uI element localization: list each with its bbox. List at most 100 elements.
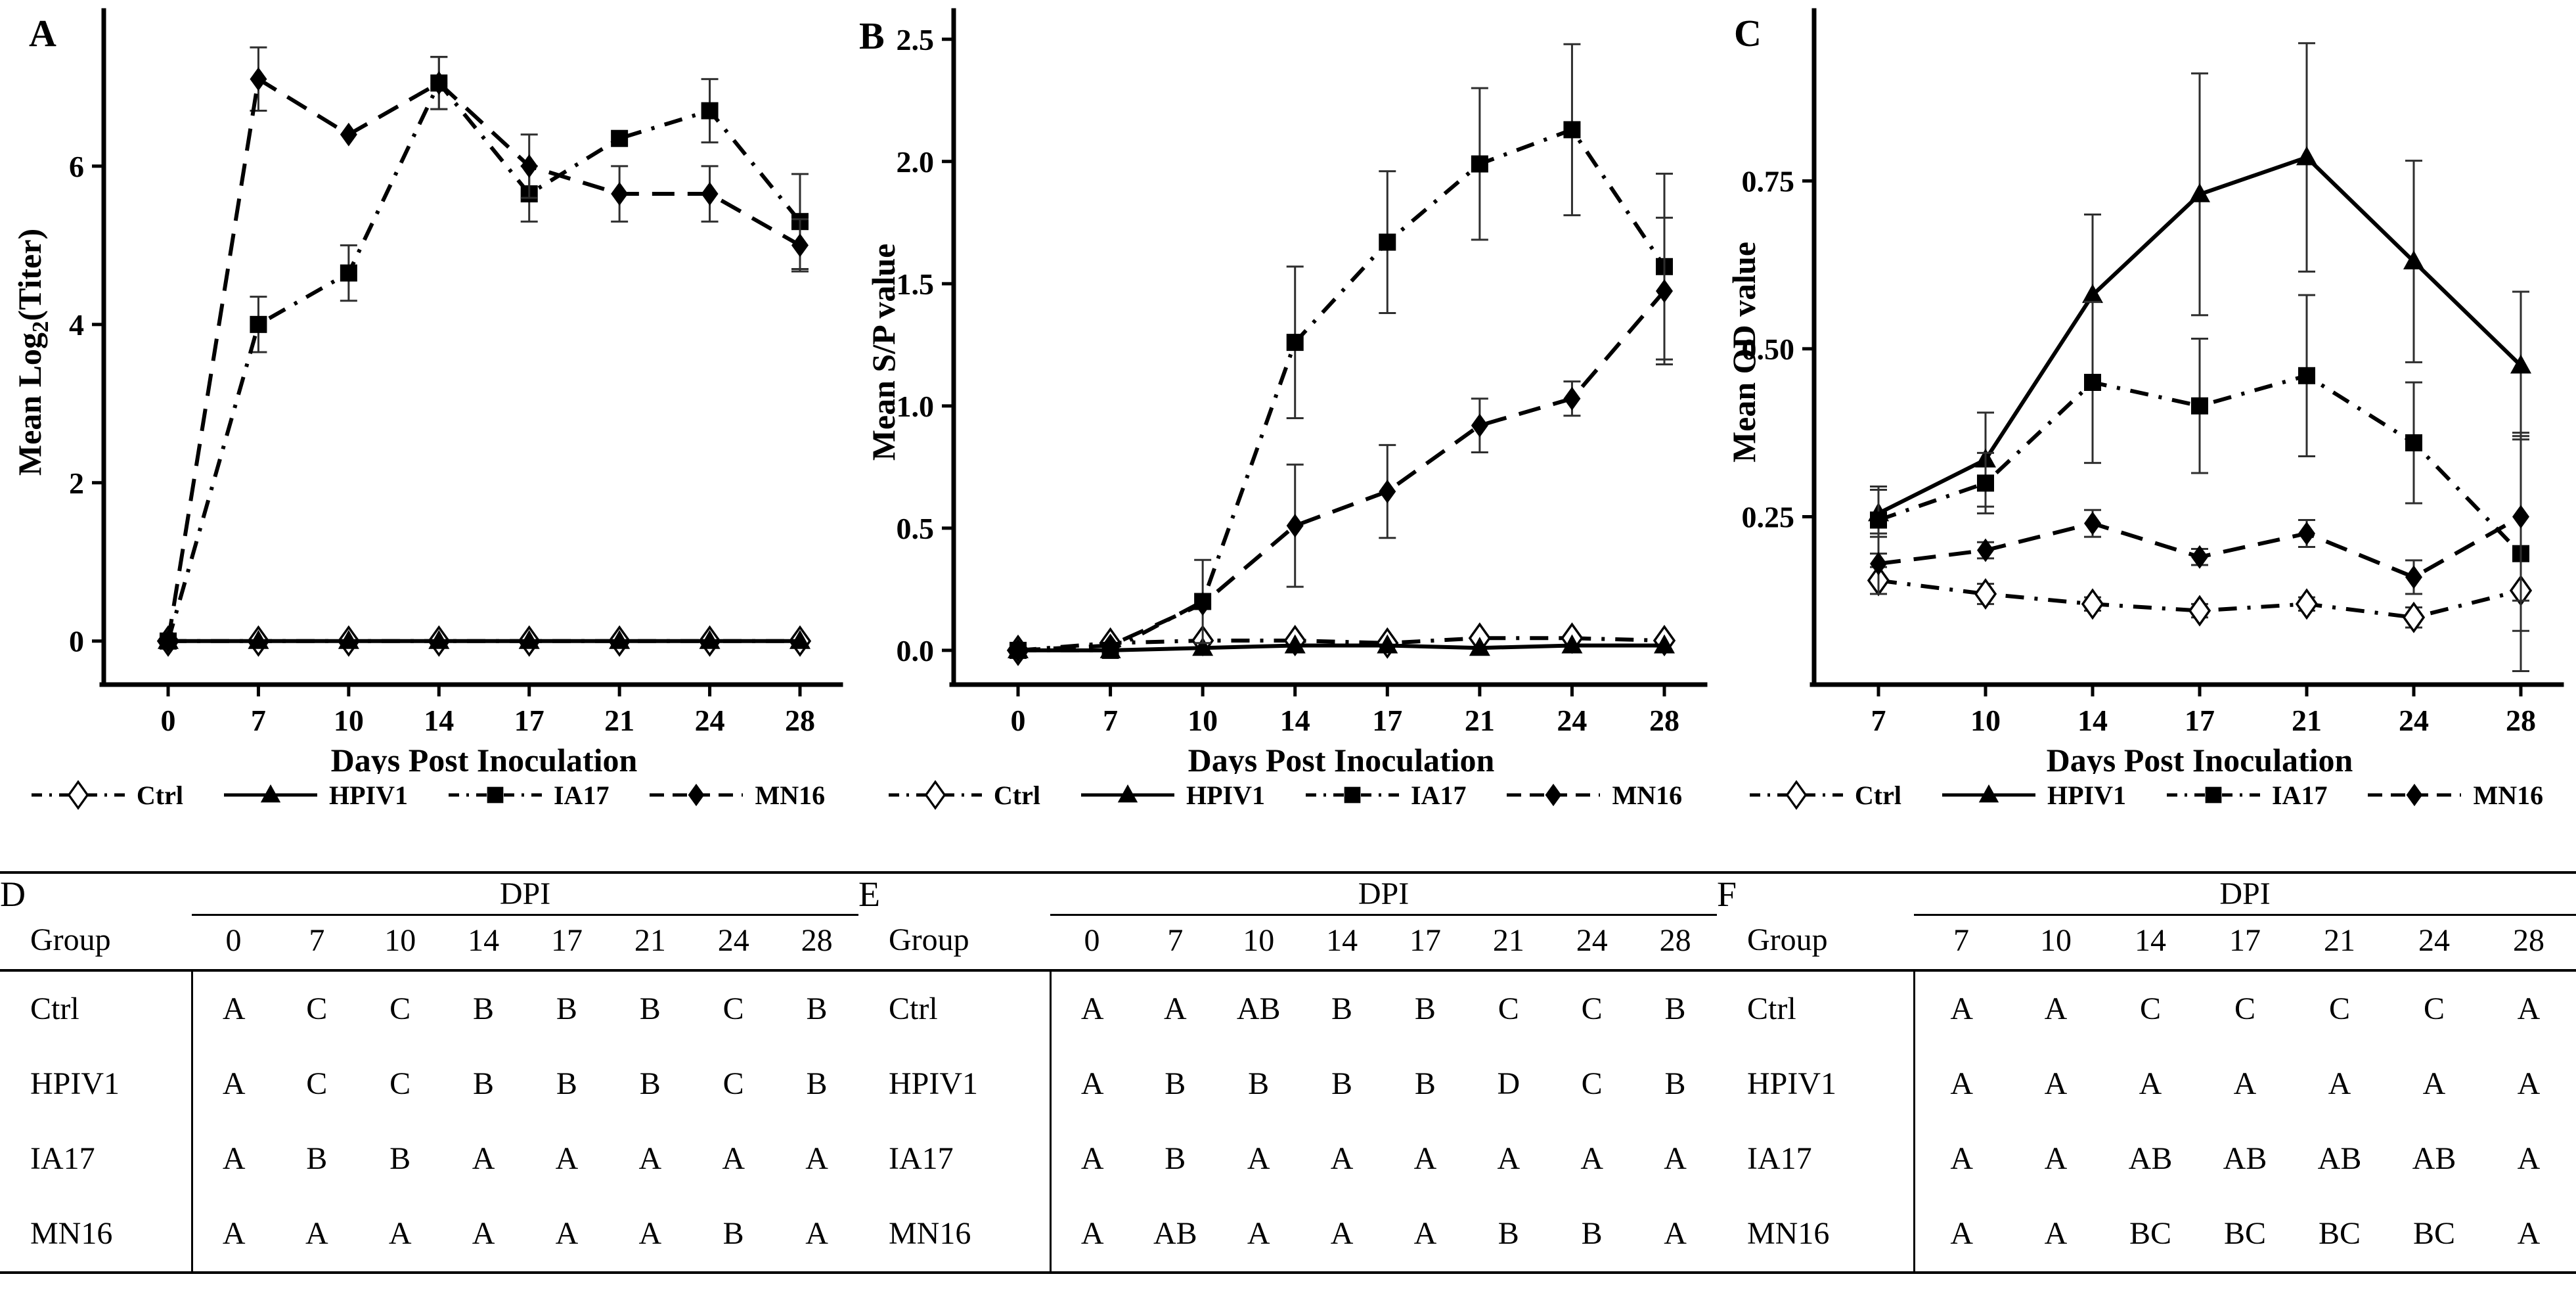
x-tick-label: 17 [514,704,544,737]
group-name: IA17 [0,1121,193,1196]
significance-letter: A [555,1141,579,1176]
triangle-marker-icon [1117,784,1138,803]
open-diamond-marker-icon [924,780,946,810]
triangle-marker-icon [2189,183,2210,202]
table-row-hpiv1: HPIV1 A B B B B D C B [858,1046,1717,1121]
triangle-marker-icon [789,629,811,649]
chart-a-legend: Ctrl HPIV1 IA17 MN16 [0,777,854,813]
triangle-marker-icon [518,629,540,649]
x-tick-label: 24 [1557,704,1587,737]
hpiv1-legend-glyph-icon [1080,784,1174,803]
ia17-legend-glyph-icon [1305,786,1399,804]
significance-letter: A [1413,1216,1437,1251]
significance-letter: A [1080,1141,1104,1176]
day-column-header: 10 [1216,915,1300,972]
triangle-marker-icon [1654,634,1675,654]
diamond-marker-icon [2405,565,2422,589]
legend-item-mn16: MN16 [2365,780,2543,811]
charts-row: A 0 2 4 6 0 7 10 14 17 21 24 28 Days Post Inoculatio… [0,0,2576,813]
triangle-marker-icon [260,784,281,803]
group-column-header: Group [1717,915,1914,972]
group-name: HPIV1 [858,1046,1052,1121]
diamond-marker-icon [1379,480,1396,504]
table-panel-letter: F [1717,874,1737,914]
diamond-marker-icon [1563,386,1581,411]
y-tick-label: 0.0 [897,634,935,668]
series-ia17 [160,56,809,650]
x-tick-label: 0 [1011,704,1026,737]
diamond-marker-icon [1545,783,1562,807]
open-diamond-marker-icon [2295,588,2319,620]
panel-letter-b: B [859,14,885,57]
significance-letter: A [555,1216,579,1251]
day-column-header: 17 [2198,915,2292,972]
significance-letter: A [1413,1141,1437,1176]
open-diamond-marker-icon [2188,595,2211,627]
table-row-ia17: IA17 A B B A A A A A [0,1121,858,1196]
x-tick-label: 21 [604,704,634,737]
square-marker-icon [340,264,357,282]
x-tick-label: 10 [1188,704,1218,737]
day-column-header: 21 [2292,915,2387,972]
x-tick-label: 14 [1280,704,1310,737]
x-tick-label: 0 [161,704,176,737]
ctrl-legend-glyph-icon [31,780,125,810]
x-tick-label: 7 [1103,704,1118,737]
day-column-header: 7 [1133,915,1217,972]
y-tick-label: 2.0 [897,145,935,179]
chart-panel-c: C 0.25 0.50 0.75 7 10 14 17 21 24 28 Days Post Ino… [1714,0,2576,813]
square-marker-icon [2084,374,2101,391]
x-tick-label: 17 [2185,704,2215,737]
legend-label: HPIV1 [328,780,408,810]
significance-letter: B [306,1141,328,1176]
chart-c-plot: 0.25 0.50 0.75 7 10 14 17 21 24 28 Days Post Inocu… [1714,0,2576,774]
dpi-header: DPI [1050,874,1717,916]
y-tick-label: 1.5 [897,267,935,301]
significance-letter: A [472,1141,495,1176]
significance-letter: A [1950,1066,1974,1101]
mn16-legend-glyph-icon [1507,783,1601,807]
series-line-hpiv1 [1018,643,1664,652]
y-tick-label: 6 [69,150,84,183]
significance-letter: AB [2128,1141,2173,1176]
triangle-marker-icon [1561,634,1583,654]
triangle-marker-icon [1377,634,1398,654]
significance-letter: AB [1153,1216,1197,1251]
significance-letter: A [2044,991,2068,1026]
chart-svg: 0.0 0.5 1.0 1.5 2.0 2.5 0 7 10 14 17 21 24 28 Days Pos… [865,8,1708,774]
legend-item-mn16: MN16 [647,780,825,811]
diamond-marker-icon [791,233,809,258]
significance-letter: A [1080,991,1104,1026]
significance-letter: C [1581,991,1603,1026]
x-tick-label: 10 [334,704,364,737]
significance-letter: A [388,1216,412,1251]
group-name: IA17 [1717,1121,1915,1196]
series-ia17 [1010,43,1673,659]
chart-svg: 0.25 0.50 0.75 7 10 14 17 21 24 28 Days Post Inocu… [1725,8,2564,774]
triangle-marker-icon [1469,637,1490,656]
significance-letter: AB [2412,1141,2456,1176]
significance-letter: BC [2318,1216,2361,1251]
significance-letter: A [1950,1216,1974,1251]
diamond-marker-icon [701,182,719,206]
square-marker-icon [701,102,719,120]
triangle-marker-icon [338,629,359,649]
stat-table-panel-d: D DPI Group 0 7 10 14 17 21 24 28 Ctrl A C C B B B C B HPIV1… [0,871,858,1274]
ia17-legend-glyph-icon [448,786,542,804]
chart-panel-b: B 0.0 0.5 1.0 1.5 2.0 2.5 0 7 10 14 17 21 24 28 Days P… [854,0,1714,813]
x-axis-title: Days Post Inoculation [2047,742,2353,774]
significance-letter: A [2517,991,2541,1026]
legend-label: MN16 [2473,780,2544,810]
significance-letter: A [305,1216,328,1251]
triangle-marker-icon [2510,354,2531,374]
significance-letter: B [1498,1216,1519,1251]
significance-letter: C [2423,991,2445,1026]
significance-letter: B [1165,1141,1186,1176]
x-tick-label: 17 [1372,704,1402,737]
open-diamond-marker-icon [1785,780,1808,810]
chart-c-legend: Ctrl HPIV1 IA17 MN16 [1714,777,2576,813]
stat-table-panel-f: F DPI Group 7 10 14 17 21 24 28 Ctrl A A C C C C A HPIV1 A A… [1717,871,2576,1274]
diamond-marker-icon [250,67,267,91]
group-name: MN16 [858,1196,1052,1271]
triangle-marker-icon [248,629,269,649]
